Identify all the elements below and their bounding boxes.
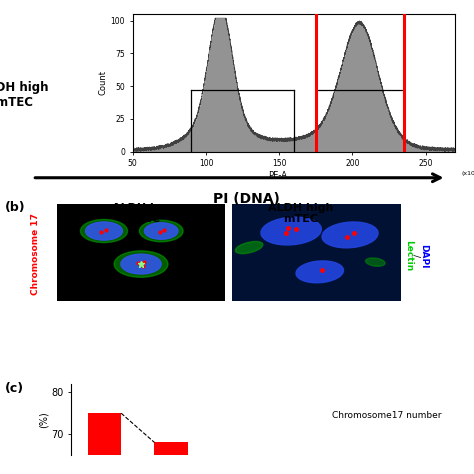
Ellipse shape <box>85 222 122 240</box>
Bar <box>88 413 121 474</box>
Text: (c): (c) <box>5 382 24 394</box>
Text: /: / <box>412 255 420 257</box>
Y-axis label: (%): (%) <box>38 411 48 428</box>
Text: (x1000): (x1000) <box>462 171 474 176</box>
Text: PE-A: PE-A <box>268 171 287 180</box>
Ellipse shape <box>261 217 321 245</box>
Bar <box>155 443 188 474</box>
Text: Chromosome 17: Chromosome 17 <box>31 213 40 294</box>
Ellipse shape <box>235 241 263 254</box>
Ellipse shape <box>296 261 344 283</box>
Text: Lectin: Lectin <box>404 240 413 272</box>
Text: Chromosome17 number: Chromosome17 number <box>332 411 442 420</box>
Text: DAPI: DAPI <box>419 244 428 268</box>
Ellipse shape <box>365 258 385 266</box>
Ellipse shape <box>322 222 378 248</box>
Y-axis label: Count: Count <box>99 71 108 95</box>
Text: ALDH high
mTEC: ALDH high mTEC <box>0 81 49 109</box>
Ellipse shape <box>145 223 178 239</box>
Ellipse shape <box>121 254 161 274</box>
Ellipse shape <box>114 251 168 277</box>
Text: (b): (b) <box>5 201 26 214</box>
Text: PI (DNA): PI (DNA) <box>213 192 280 206</box>
Text: ALDH high
mTEC: ALDH high mTEC <box>268 203 334 225</box>
Text: ALDH low
mTEC: ALDH low mTEC <box>112 203 172 225</box>
Ellipse shape <box>81 219 128 243</box>
Ellipse shape <box>139 220 183 242</box>
